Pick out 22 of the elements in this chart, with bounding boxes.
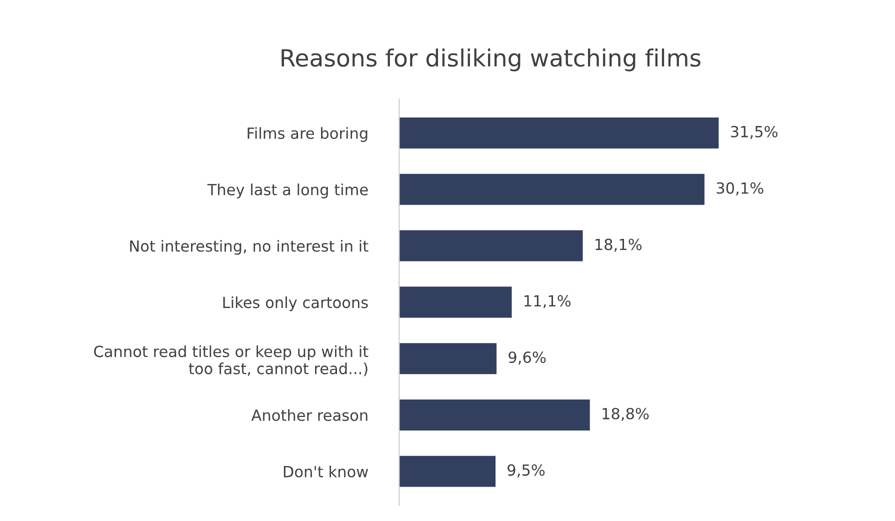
data-label: 18,8% xyxy=(602,408,649,421)
bar xyxy=(399,343,497,374)
bar xyxy=(399,230,583,262)
y-tick-label: Not interesting, no interest in it xyxy=(130,240,368,255)
y-tick-label: Cannot read titles or keep up with it too fast, cannot read...) xyxy=(94,345,368,376)
y-tick-label: They last a long time xyxy=(207,184,368,198)
y-tick-label: Likes only cartoons xyxy=(223,296,368,312)
bar xyxy=(399,174,704,205)
bar xyxy=(399,286,512,318)
y-tick-label: Films are boring xyxy=(248,127,368,142)
data-label: 9,5% xyxy=(508,464,545,478)
data-label: 11,1% xyxy=(524,295,571,308)
chart-title: Reasons for disliking watching films xyxy=(282,48,700,72)
data-label: 9,6% xyxy=(508,351,546,365)
data-label: 30,1% xyxy=(716,182,764,196)
y-tick-label: Another reason xyxy=(251,409,368,422)
data-label: 31,5% xyxy=(730,126,778,139)
bar xyxy=(399,456,496,487)
bar xyxy=(399,399,590,430)
data-label: 18,1% xyxy=(596,238,642,252)
bar xyxy=(399,117,719,148)
y-tick-label: Don't know xyxy=(284,466,368,478)
